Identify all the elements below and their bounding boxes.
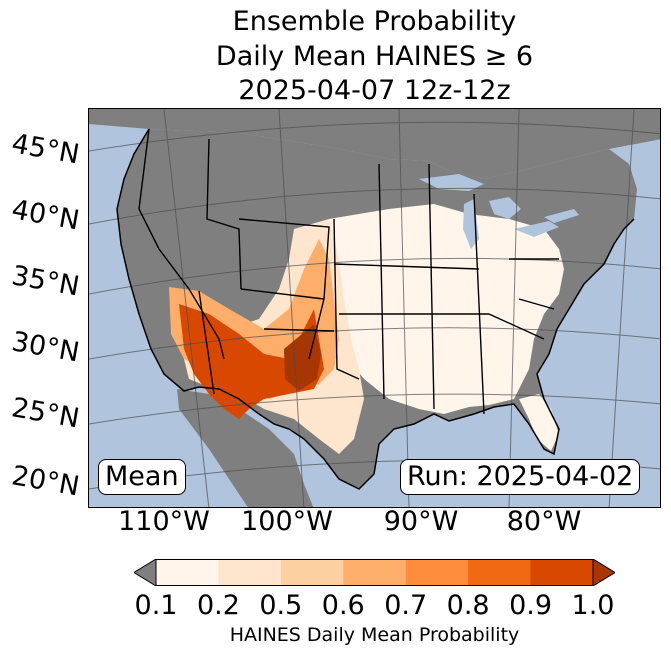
colorbar-tick-label: 0.9: [509, 590, 553, 621]
colorbar: [133, 558, 616, 587]
colorbar-segment: [218, 559, 282, 586]
prob-region-1-0: [284, 324, 321, 391]
colorbar-border: [155, 559, 594, 586]
colorbar-svg: [133, 558, 616, 587]
land-mexico: [177, 389, 314, 507]
colorbar-segment: [530, 559, 594, 586]
lon-label-110: 110°W: [118, 506, 210, 537]
colorbar-under-extension: [133, 558, 157, 587]
colorbar-tick-label: 0.2: [196, 590, 240, 621]
lat-label-35: 35°N: [9, 260, 82, 303]
colorbar-tick-label: 1.0: [571, 590, 615, 621]
colorbar-segment: [343, 559, 407, 586]
colorbar-segment: [280, 559, 344, 586]
map-title-line-1: Ensemble Probability: [232, 6, 517, 37]
map-canvas: [89, 109, 660, 507]
map-title-line-2: Daily Mean HAINES ≥ 6: [215, 41, 534, 72]
colorbar-tick-label: 0.5: [259, 590, 303, 621]
colorbar-label: HAINES Daily Mean Probability: [229, 624, 520, 646]
lat-label-30: 30°N: [9, 326, 82, 369]
colorbar-tick-label: 0.1: [134, 590, 178, 621]
prob-region-florida: [519, 394, 559, 451]
lat-label-40: 40°N: [9, 194, 82, 237]
stat-label-box: Mean: [98, 459, 186, 495]
colorbar-over-extension: [592, 558, 616, 587]
lon-label-80: 80°W: [506, 506, 582, 537]
colorbar-segment: [156, 559, 219, 586]
lon-label-100: 100°W: [241, 506, 333, 537]
map-panel: [88, 108, 661, 508]
prob-region-0-1: [324, 204, 564, 414]
lat-label-25: 25°N: [9, 392, 82, 435]
great-lakes: [419, 174, 579, 249]
run-label-box: Run: 2025-04-02: [400, 459, 641, 495]
coastline: [116, 128, 635, 490]
colorbar-tick-label: 0.6: [321, 590, 365, 621]
colorbar-segment: [405, 559, 469, 586]
lat-label-20: 20°N: [9, 460, 82, 503]
colorbar-segment: [468, 559, 532, 586]
map-title-line-3: 2025-04-07 12z-12z: [238, 75, 511, 106]
lon-label-90: 90°W: [383, 506, 459, 537]
colorbar-tick-label: 0.8: [446, 590, 490, 621]
lat-label-45: 45°N: [9, 128, 82, 171]
state-borders: [138, 128, 559, 415]
colorbar-tick-label: 0.7: [384, 590, 428, 621]
